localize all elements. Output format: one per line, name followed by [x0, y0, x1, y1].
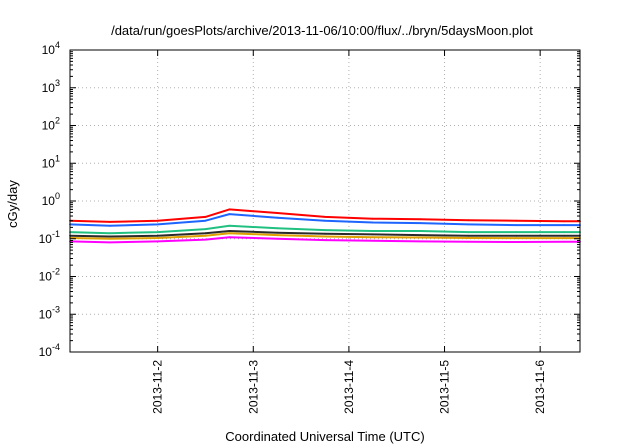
series-5-point: [371, 236, 374, 239]
y-axis-label: cGy/day: [5, 180, 20, 228]
series-6-point: [228, 236, 231, 239]
y-tick-label: 10-4: [39, 342, 60, 359]
series-5-point: [467, 237, 470, 239]
y-tick-label: 103: [42, 78, 60, 95]
series-3-point: [515, 231, 518, 234]
x-tick-label: 2013-11-3: [246, 360, 260, 414]
series-4-point: [108, 235, 111, 238]
series-4-point: [228, 230, 231, 232]
series-2-point: [228, 213, 231, 216]
series-5-point: [563, 237, 565, 240]
series-5-point: [324, 235, 326, 238]
series-6-point: [156, 240, 159, 243]
x-tick-label: 2013-11-2: [151, 360, 165, 414]
y-tick-label: 10-3: [39, 304, 60, 321]
series-2-point: [156, 223, 159, 226]
series-6-point: [371, 239, 374, 242]
series-2-point: [467, 223, 470, 226]
series-4-point: [156, 234, 159, 237]
series-6-point: [467, 240, 470, 243]
series-1-point: [276, 212, 279, 214]
series-3-point: [563, 231, 565, 234]
series-2-point: [563, 224, 565, 227]
series-2-point: [108, 224, 111, 227]
y-tick-label: 101: [42, 153, 60, 170]
series-2-point: [324, 219, 326, 222]
series-4-point: [419, 234, 422, 237]
series-5-point: [108, 237, 111, 240]
series-4-point: [563, 234, 565, 237]
series-4-point: [204, 232, 207, 235]
series-6-point: [204, 238, 207, 241]
x-tick-label: 2013-11-5: [438, 360, 452, 414]
x-ticks: 2013-11-2 2013-11-3 2013-11-4 2013-11-5 2013…: [151, 50, 547, 414]
series-5-point: [156, 237, 159, 239]
x-axis-label: Coordinated Universal Time (UTC): [225, 429, 424, 444]
series-3-point: [419, 230, 422, 232]
series-1-point: [563, 220, 565, 223]
x-tick-label: 2013-11-6: [533, 360, 547, 414]
series-1-point: [419, 218, 422, 221]
series-6-point: [515, 241, 518, 243]
series-2-point: [419, 222, 422, 225]
series-5-point: [228, 232, 231, 235]
series-3-point: [371, 230, 374, 232]
series-4-point: [371, 233, 374, 236]
x-tick-label: 2013-11-4: [342, 360, 356, 414]
y-tick-label: 10-2: [39, 267, 60, 284]
series-group: [69, 208, 581, 244]
series-3-point: [156, 231, 159, 234]
series-5-point: [204, 234, 207, 237]
series-3-point: [228, 224, 231, 227]
series-1-point: [515, 219, 518, 222]
series-3-point: [324, 229, 326, 232]
series-3-point: [276, 227, 279, 230]
series-5-point: [276, 234, 279, 237]
series-3-point: [467, 231, 470, 234]
series-6-point: [108, 241, 111, 244]
y-tick-label: 104: [42, 40, 60, 57]
series-6-point: [563, 240, 565, 243]
series-1-point: [204, 216, 207, 218]
series-1-point: [371, 217, 374, 220]
series-4-point: [276, 231, 279, 234]
series-5-point: [515, 237, 518, 240]
series-3-point: [108, 232, 111, 235]
series-1-point: [324, 216, 326, 218]
series-4-point: [467, 234, 470, 237]
series-6-point: [324, 239, 326, 242]
grid: [70, 50, 580, 352]
series-1-point: [467, 219, 470, 222]
series-6-point: [419, 240, 422, 243]
y-tick-label: 102: [42, 116, 60, 133]
series-2-point: [515, 224, 518, 227]
chart-title: /data/run/goesPlots/archive/2013-11-06/1…: [111, 23, 533, 38]
series-1-point: [108, 221, 111, 223]
series-2-point: [204, 219, 207, 222]
y-tick-label: 10-1: [39, 229, 60, 246]
y-tick-label: 100: [42, 191, 60, 208]
series-2-point: [276, 216, 279, 219]
series-6-point: [276, 237, 279, 240]
series-5-point: [419, 236, 422, 239]
series-3-point: [204, 228, 207, 231]
series-4-point: [324, 232, 326, 235]
series-1-point: [228, 208, 231, 211]
series-4-point: [515, 234, 518, 237]
series-2-point: [371, 221, 374, 224]
series-1-point: [156, 219, 159, 222]
